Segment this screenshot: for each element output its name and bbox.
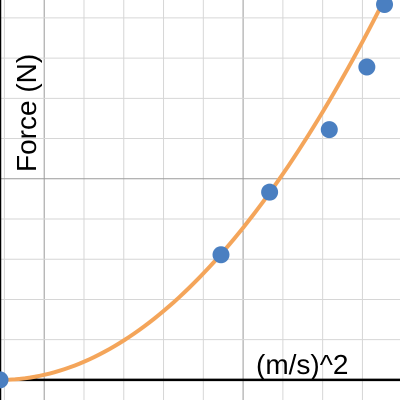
data-point (320, 121, 338, 139)
data-points (0, 0, 394, 389)
fit-curve (0, 0, 387, 382)
data-point (0, 371, 9, 389)
y-axis-label: Force (N) (11, 54, 42, 172)
data-point (376, 0, 394, 13)
data-point (212, 246, 230, 264)
data-point (358, 58, 376, 76)
data-point (261, 183, 279, 201)
x-axis-label: (m/s)^2 (256, 349, 348, 380)
